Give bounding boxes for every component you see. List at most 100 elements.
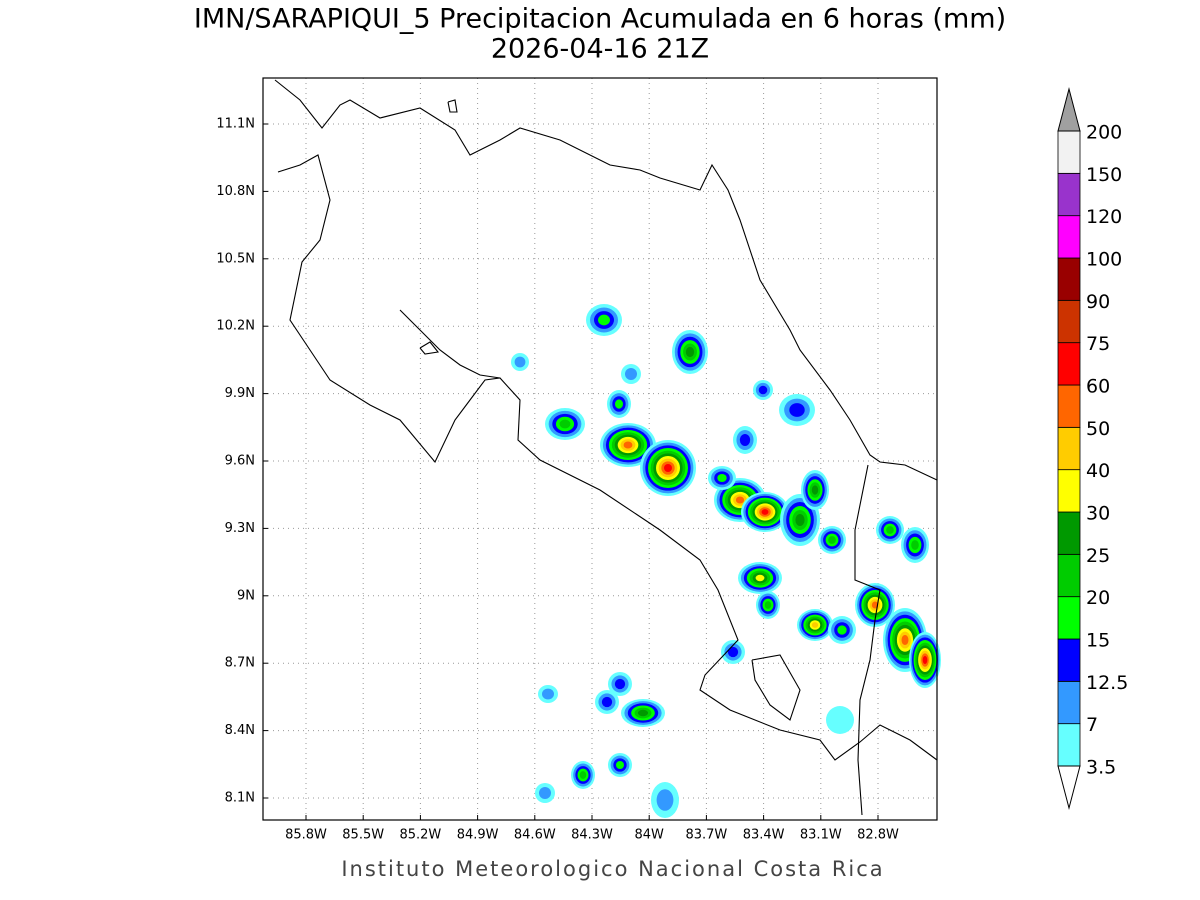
colorbar-label: 60	[1086, 376, 1110, 398]
precip-cell	[811, 485, 819, 495]
precip-cell	[789, 403, 805, 417]
colorbar-label: 150	[1086, 164, 1122, 186]
coastlines	[274, 79, 938, 816]
colorbar-swatch	[1057, 426, 1081, 471]
colorbar-swatch	[1057, 511, 1081, 555]
footer: Instituto Meteorologico Nacional Costa R…	[341, 857, 884, 881]
precip-cell	[826, 706, 854, 734]
y-tick-label: 8.1N	[225, 791, 255, 806]
colorbar-label: 40	[1086, 460, 1110, 482]
precip-cell	[542, 688, 554, 700]
coastline	[419, 341, 440, 355]
y-tick-label: 8.7N	[225, 656, 255, 671]
x-tick-label: 84.3W	[571, 828, 613, 843]
precip-cell	[664, 464, 672, 472]
colorbar-swatch	[1057, 342, 1081, 386]
x-tick-label: 84.6W	[514, 828, 556, 843]
precip-cell	[685, 346, 695, 358]
colorbar-swatch	[1057, 257, 1081, 301]
colorbar-swatch	[1057, 384, 1081, 428]
coastline	[751, 654, 801, 721]
colorbar-label: 12.5	[1086, 672, 1128, 694]
x-tick-label: 82.8W	[857, 828, 899, 843]
y-tick-label: 11.1N	[216, 117, 255, 132]
precip-cell	[717, 474, 727, 482]
colorbar-label: 100	[1086, 249, 1122, 271]
precip-cell	[559, 419, 571, 429]
precip-cell	[828, 536, 836, 544]
x-tick-label: 85.5W	[342, 828, 384, 843]
precip-cell	[758, 385, 768, 395]
colorbar-label: 75	[1086, 333, 1110, 355]
precip-cell	[755, 574, 765, 582]
precip-cell	[623, 441, 633, 449]
colorbar-label: 90	[1086, 291, 1110, 313]
colorbar-swatch	[1057, 723, 1081, 767]
subtitle: 2026-04-16 21Z	[491, 34, 709, 65]
x-tick-label: 85.8W	[285, 828, 327, 843]
colorbar-label: 120	[1086, 206, 1122, 228]
colorbar-swatch	[1057, 553, 1081, 598]
y-tick-label: 10.2N	[216, 319, 255, 334]
colorbar-swatch	[1057, 130, 1081, 174]
precip-cell	[616, 761, 624, 769]
colorbar-label: 25	[1086, 545, 1110, 567]
x-tick-label: 84.9W	[457, 828, 499, 843]
colorbar-swatch	[1057, 596, 1081, 640]
precip-cell	[615, 399, 623, 409]
coastline	[447, 99, 458, 113]
precip-cell	[637, 709, 649, 717]
colorbar-swatch	[1057, 638, 1081, 682]
colorbar-swatch	[1057, 680, 1081, 725]
colorbar-over	[1057, 87, 1081, 132]
colorbar-swatch	[1057, 299, 1081, 344]
colorbar-under	[1057, 765, 1081, 810]
precip-cell	[871, 601, 879, 609]
precip-cell	[539, 787, 551, 799]
precip-cell	[614, 678, 626, 690]
y-tick-label: 9N	[237, 588, 255, 603]
precip-cell	[656, 789, 674, 811]
y-tick-label: 8.4N	[225, 723, 255, 738]
precipitation	[511, 304, 941, 818]
precip-cell	[739, 434, 751, 446]
coastline	[399, 309, 501, 379]
precip-cell	[811, 622, 819, 628]
precip-cell	[727, 646, 739, 658]
x-tick-label: 85.2W	[399, 828, 441, 843]
precip-cell	[625, 368, 637, 380]
precip-cell	[601, 696, 613, 708]
precip-cell	[795, 514, 805, 526]
x-tick-label: 84W	[634, 828, 664, 843]
x-tick-label: 83.7W	[685, 828, 727, 843]
precip-cell	[514, 356, 526, 368]
colorbar-label: 20	[1086, 587, 1110, 609]
precip-cell	[922, 656, 928, 664]
precip-cell	[901, 634, 909, 646]
coastline	[274, 79, 938, 481]
title: IMN/SARAPIQUI_5 Precipitacion Acumulada …	[194, 4, 1006, 35]
y-tick-label: 10.5N	[216, 251, 255, 266]
precip-cell	[598, 314, 610, 326]
colorbar-label: 7	[1086, 714, 1098, 736]
colorbar-label: 50	[1086, 418, 1110, 440]
colorbar: 3.5 7 12.5 15 20 25 30 40 50 60 75 90 100 120 150 200	[1057, 87, 1128, 810]
precip-cell	[764, 601, 772, 609]
precip-cell	[837, 625, 847, 635]
colorbar-label: 30	[1086, 503, 1110, 525]
colorbar-label: 15	[1086, 630, 1110, 652]
colorbar-swatch	[1057, 215, 1081, 259]
colorbar-swatch	[1057, 469, 1081, 513]
colorbar-label: 3.5	[1086, 757, 1116, 779]
precip-cell	[911, 540, 919, 550]
precip-cell	[735, 496, 745, 504]
axis-labels: 85.8W 85.5W 85.2W 84.9W 84.6W 84.3W 84W 83.7W 83…	[216, 117, 899, 843]
colorbar-label: 200	[1086, 122, 1122, 144]
x-tick-label: 83.4W	[743, 828, 785, 843]
coastline	[277, 154, 938, 761]
y-tick-label: 9.6N	[225, 454, 255, 469]
precip-cell	[886, 526, 894, 534]
border	[854, 464, 881, 816]
precip-cell	[761, 509, 769, 515]
